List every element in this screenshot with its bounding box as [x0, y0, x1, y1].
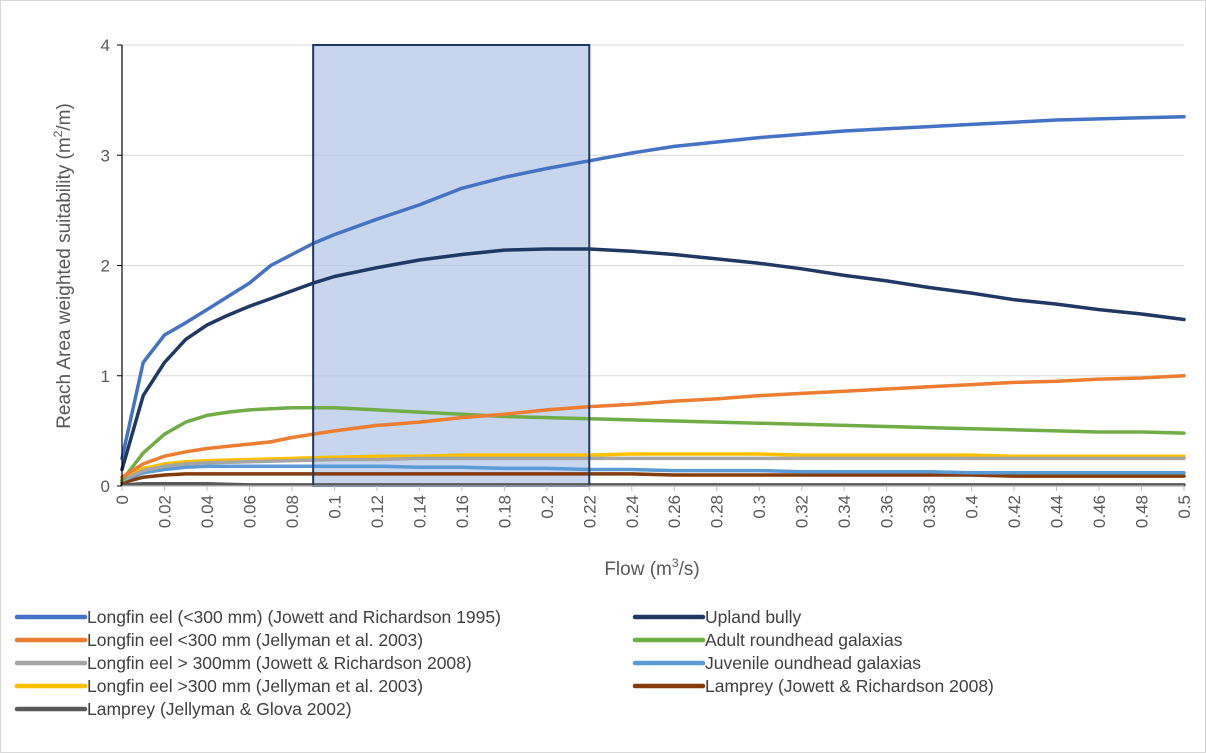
- x-axis-title-superscript: 3: [672, 556, 679, 570]
- legend-label-2: Longfin eel <300 mm (Jellyman et al. 200…: [87, 630, 423, 650]
- x-tick-label-13: 0.26: [665, 495, 684, 528]
- x-tick-label-9: 0.18: [495, 495, 514, 528]
- axes: [117, 44, 1185, 491]
- legend-label-4: Longfin eel > 300mm (Jowett & Richardson…: [87, 653, 472, 673]
- y-tick-label-0: 0: [101, 477, 110, 496]
- x-tick-label-8: 0.16: [453, 495, 472, 528]
- x-tick-label-6: 0.12: [368, 495, 387, 528]
- x-tick-label-1: 0.02: [156, 495, 175, 528]
- x-tick-label-16: 0.32: [793, 495, 812, 528]
- series-line-0: [120, 114, 1186, 461]
- x-tick-label-20: 0.4: [963, 495, 982, 519]
- series-line-6: [120, 452, 1186, 482]
- x-tick-label-17: 0.34: [835, 495, 854, 528]
- x-tick-label-4: 0.08: [283, 495, 302, 528]
- legend-label-0: Longfin eel (<300 mm) (Jowett and Richar…: [87, 607, 501, 627]
- x-tick-label-25: 0.5: [1175, 495, 1194, 519]
- x-tick-label-5: 0.1: [325, 495, 344, 519]
- x-tick-label-14: 0.28: [708, 495, 727, 528]
- series-line-4: [120, 456, 1186, 483]
- series-line-1: [120, 247, 1186, 472]
- y-tick-label-4: 4: [101, 36, 110, 55]
- x-tick-label-12: 0.24: [623, 495, 642, 528]
- x-tick-label-15: 0.3: [750, 495, 769, 519]
- legend-label-5: Juvenile oundhead galaxias: [705, 653, 921, 673]
- x-tick-label-18: 0.36: [878, 495, 897, 528]
- x-tick-label-3: 0.06: [240, 495, 259, 528]
- x-tick-label-22: 0.44: [1048, 495, 1067, 528]
- legend-label-3: Adult roundhead galaxias: [705, 630, 903, 650]
- x-tick-label-0: 0: [113, 495, 132, 504]
- y-axis-title-base: Reach Area weighted suitability (m: [54, 137, 75, 428]
- x-tick-label-24: 0.48: [1133, 495, 1152, 528]
- x-tick-label-23: 0.46: [1090, 495, 1109, 528]
- y-axis-title: Reach Area weighted suitability (m2/m): [51, 103, 75, 429]
- legend: Longfin eel (<300 mm) (Jowett and Richar…: [14, 607, 994, 719]
- legend-label-1: Upland bully: [705, 607, 802, 627]
- x-axis-title-end: /s): [679, 559, 700, 580]
- series-line-3: [120, 405, 1186, 483]
- legend-label-7: Lamprey (Jowett & Richardson 2008): [705, 676, 994, 696]
- y-tick-label-2: 2: [101, 257, 110, 276]
- x-tick-label-21: 0.42: [1005, 495, 1024, 528]
- legend-label-6: Longfin eel >300 mm (Jellyman et al. 200…: [87, 676, 423, 696]
- legend-label-8: Lamprey (Jellyman & Glova 2002): [87, 699, 352, 719]
- y-tick-label-3: 3: [101, 146, 110, 165]
- x-tick-label-19: 0.38: [920, 495, 939, 528]
- y-tick-label-1: 1: [101, 367, 110, 386]
- series-line-8: [120, 482, 1186, 487]
- x-tick-label-7: 0.14: [410, 495, 429, 528]
- x-tick-label-10: 0.2: [538, 495, 557, 519]
- x-tick-label-2: 0.04: [198, 495, 217, 528]
- y-axis-title-end: /m): [54, 103, 75, 130]
- y-axis-title-superscript: 2: [51, 130, 65, 137]
- series-line-5: [120, 464, 1186, 483]
- x-axis-title: Flow (m3/s): [604, 556, 699, 580]
- series-line-2: [120, 374, 1186, 479]
- x-tick-label-11: 0.22: [580, 495, 599, 528]
- gridlines: [122, 44, 1184, 377]
- series-line-7: [120, 472, 1186, 485]
- x-tick-labels: 0 0.02 0.04 0.06 0.08 0.1 0.12 0.14 0.16 0.18 0.2 0…: [113, 495, 1194, 528]
- series-lines: [120, 114, 1186, 487]
- y-tick-labels: 0 1 2 3 4: [101, 36, 110, 496]
- x-axis-title-base: Flow (m: [604, 559, 672, 580]
